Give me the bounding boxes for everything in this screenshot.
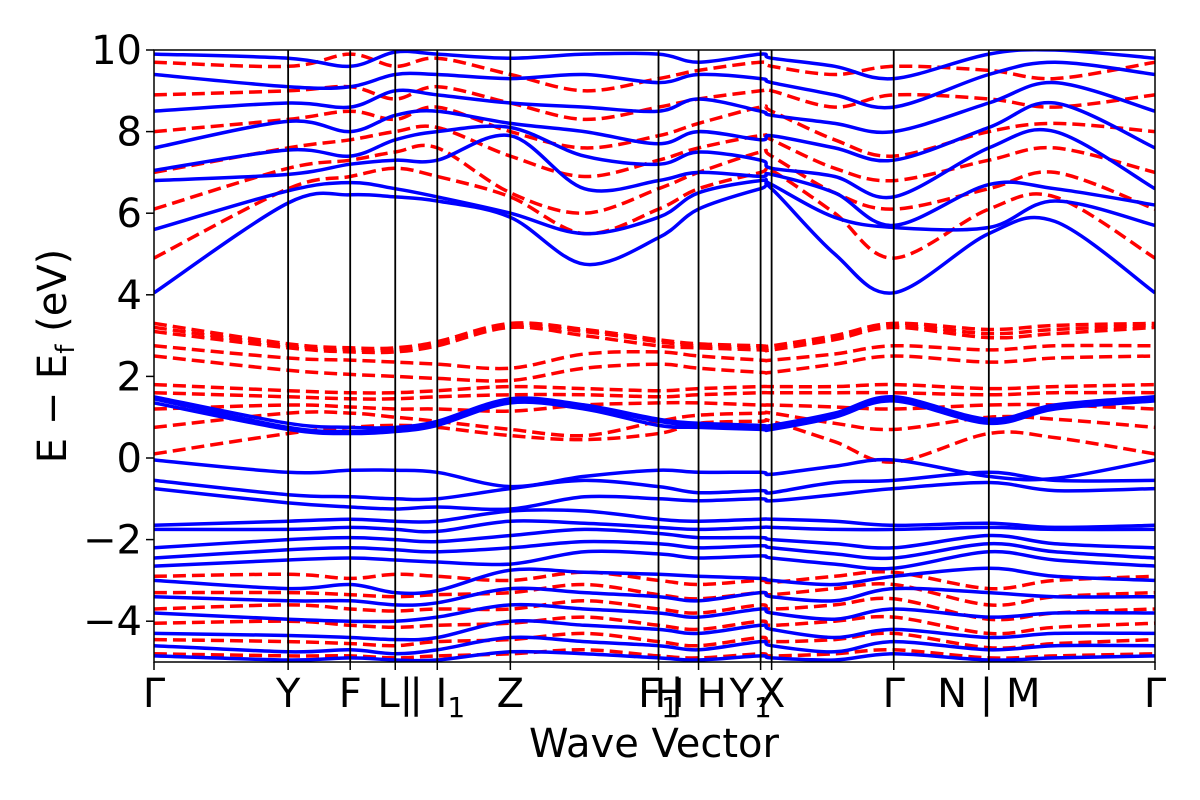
solid-band-line xyxy=(154,602,1155,624)
y-axis-label: E − Ef (eV) xyxy=(30,249,81,464)
dashed-band-line xyxy=(154,325,1155,355)
solid-band-line xyxy=(154,470,1155,502)
solid-band-line xyxy=(154,181,1155,295)
y-axis: −4 −2 0 2 4 6 8 10 xyxy=(83,28,154,645)
solid-band-line xyxy=(154,649,1155,662)
high-symmetry-lines xyxy=(287,50,990,662)
solid-band-line xyxy=(154,80,1155,135)
solid-band-line xyxy=(154,100,1155,163)
solid-band-line xyxy=(154,549,1155,571)
solid-band-line xyxy=(154,177,1155,236)
dashed-band-line xyxy=(154,631,1155,650)
plot-frame xyxy=(153,49,1156,663)
x-axis-label: Wave Vector xyxy=(529,721,780,767)
y-tick-label: 8 xyxy=(117,110,142,156)
dashed-band-line xyxy=(154,124,1155,183)
dashed-band-line xyxy=(154,354,1155,383)
solid-band-line xyxy=(154,618,1155,642)
y-tick-label: 4 xyxy=(117,273,142,319)
x-tick-label: | I1 xyxy=(409,671,465,724)
x-tick-label: N | M xyxy=(937,671,1040,717)
solid-band-line xyxy=(154,519,1155,534)
solid-band-line xyxy=(154,539,1155,561)
dashed-band-line xyxy=(154,569,1155,591)
solid-band-line xyxy=(154,399,1155,436)
solid-band-line xyxy=(154,50,1155,81)
solid-band-line xyxy=(154,133,1155,228)
dashed-band-line xyxy=(154,52,1155,93)
dashed-band-line xyxy=(154,614,1155,636)
y-tick-label: 2 xyxy=(117,354,142,400)
dashed-band-line xyxy=(154,382,1155,395)
dashed-band-line xyxy=(154,343,1155,371)
solid-band-line xyxy=(154,586,1155,607)
dashed-band-line xyxy=(154,400,1155,413)
solid-band-line xyxy=(154,480,1155,512)
x-tick-label: H xyxy=(654,671,684,717)
y-tick-label: 6 xyxy=(117,191,142,237)
dashed-band-line xyxy=(154,390,1155,401)
solid-band-line xyxy=(154,508,1155,530)
solid-band-line xyxy=(154,395,1155,430)
y-tick-label: 10 xyxy=(91,28,142,74)
x-tick-label: Y1 xyxy=(728,671,771,724)
solid-band-line xyxy=(154,124,1155,200)
solid-band-line xyxy=(154,527,1155,550)
dashed-band-line xyxy=(154,323,1155,353)
x-tick-label: F1 xyxy=(638,671,679,724)
solid-band-line xyxy=(154,566,1155,596)
x-tick-label: X xyxy=(758,671,785,717)
dashed-band-line xyxy=(154,647,1155,660)
bands-layer xyxy=(154,50,1155,662)
dashed-band-line xyxy=(154,321,1155,351)
x-tick-label: Γ xyxy=(143,671,166,717)
x-tick-label: Z xyxy=(497,671,524,717)
x-tick-label: Y xyxy=(275,671,301,717)
solid-band-line xyxy=(154,397,1155,434)
x-axis: Γ Y F L|| I1 Z F1H| H Y1X Γ N | M Γ xyxy=(143,662,1167,724)
x-tick-label: L| xyxy=(377,671,413,717)
y-tick-label: 0 xyxy=(117,436,142,482)
x-tick-label: Γ xyxy=(1144,671,1167,717)
y-tick-label: −4 xyxy=(83,599,142,645)
x-tick-label: F xyxy=(339,671,362,717)
solid-band-line xyxy=(154,60,1155,110)
x-tick-label: Γ xyxy=(883,671,906,717)
y-tick-label: −2 xyxy=(83,518,142,564)
solid-band-line xyxy=(154,635,1155,656)
x-tick-label: | H xyxy=(670,671,726,717)
